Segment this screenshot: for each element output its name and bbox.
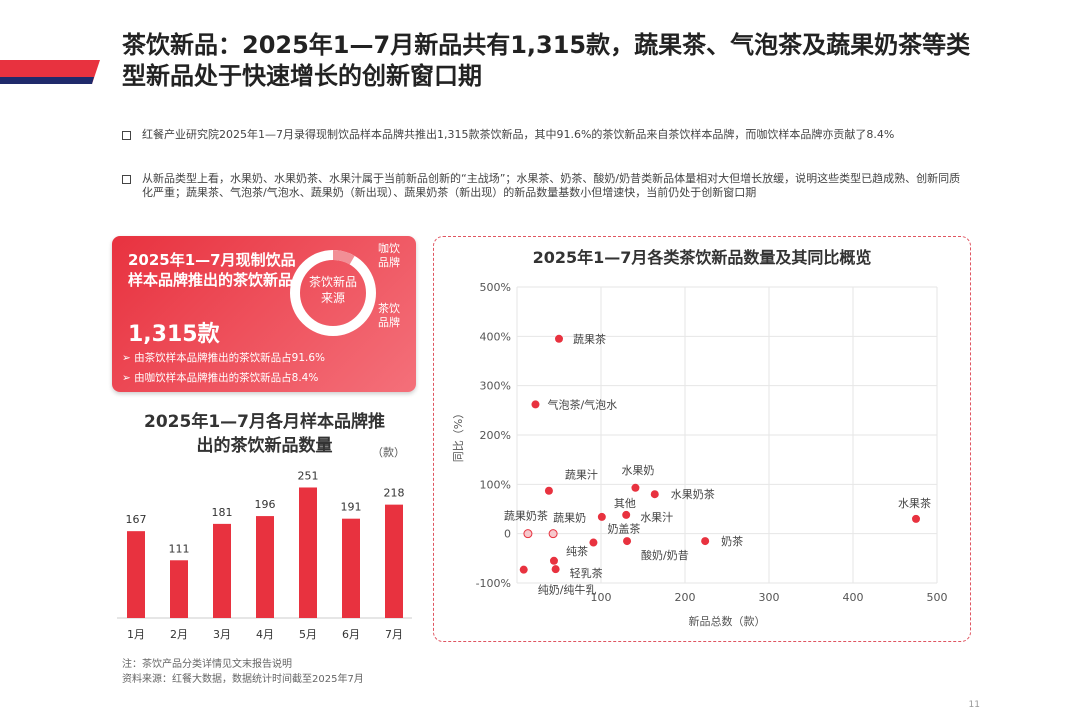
y-tick-label: 200% [480, 429, 511, 442]
bar-chart-title: 2025年1—7月各月样本品牌推出的茶饮新品数量 [144, 412, 385, 456]
scatter-point [551, 565, 560, 574]
y-tick-label: 400% [480, 330, 511, 343]
x-tick-label: 300 [759, 591, 780, 604]
card-item-text: 由茶饮样本品牌推出的茶饮新品占91.6% [134, 352, 325, 364]
bar [299, 487, 317, 618]
card-total: 1,315款 [128, 322, 220, 347]
point-label: 蔬果奶 [553, 511, 586, 525]
page-number: 11 [968, 700, 980, 710]
bar [342, 518, 360, 618]
bar-value-label: 251 [298, 469, 319, 482]
y-tick-label: -100% [476, 577, 511, 590]
scatter-point [631, 483, 640, 492]
card-item-text: 由咖饮样本品牌推出的茶饮新品占8.4% [134, 372, 319, 384]
bullet-2: 从新品类型上看，水果奶、水果奶茶、水果汁属于当前新品创新的“主战场”；水果茶、奶… [122, 172, 962, 200]
point-label: 奶盖茶 [607, 522, 640, 536]
bar-value-label: 181 [212, 506, 233, 519]
point-label: 纯茶 [566, 545, 588, 558]
bar-value-label: 196 [255, 498, 276, 511]
x-tick-label: 400 [843, 591, 864, 604]
point-label: 纯奶/纯牛乳 [538, 583, 597, 597]
point-label: 水果奶茶 [671, 487, 715, 501]
scatter-point [597, 512, 606, 521]
header-band [0, 60, 100, 84]
summary-card: 2025年1—7月现制饮品样本品牌推出的茶饮新品 1,315款 茶饮新品来源 咖… [112, 236, 416, 392]
bullet-text: 从新品类型上看，水果奶、水果奶茶、水果汁属于当前新品创新的“主战场”；水果茶、奶… [142, 172, 961, 199]
scatter-point [519, 565, 528, 574]
bar-category-label: 1月 [127, 628, 145, 641]
point-label: 水果茶 [898, 497, 931, 510]
scatter-point [650, 490, 659, 499]
bar [170, 560, 188, 618]
scatter-point [523, 529, 533, 539]
source: 资料来源：红餐大数据，数据统计时间截至2025年7月 [122, 674, 364, 685]
point-label: 蔬果茶 [573, 333, 606, 346]
source-donut [290, 250, 376, 336]
y-tick-label: 500% [480, 281, 511, 294]
bar-category-label: 5月 [299, 628, 317, 641]
card-item-2: ➢ 由咖饮样本品牌推出的茶饮新品占8.4% [122, 372, 319, 384]
bar-category-label: 3月 [213, 628, 231, 641]
scatter-point [589, 538, 598, 547]
y-axis-label: 同比（%） [452, 408, 465, 462]
donut-label-coffee: 咖饮品牌 [378, 242, 400, 269]
bar [256, 516, 274, 618]
x-axis-label: 新品总数（款） [689, 614, 766, 628]
bar [127, 531, 145, 618]
point-label: 蔬果汁 [565, 469, 598, 482]
scatter-point [555, 334, 563, 343]
bar [213, 523, 231, 618]
bar-category-label: 7月 [385, 628, 403, 641]
scatter-title: 2025年1—7月各类茶饮新品数量及其同比概览 [532, 248, 872, 267]
y-tick-label: 0 [504, 528, 511, 541]
scatter-point [623, 537, 632, 546]
page-title: 茶饮新品：2025年1—7月新品共有1,315款，蔬果茶、气泡茶及蔬果奶茶等类型… [122, 31, 971, 90]
scatter-point [531, 400, 540, 409]
bar-unit: （款） [372, 446, 405, 459]
note: 注：茶饮产品分类详情见文末报告说明 [122, 659, 292, 670]
x-tick-label: 200 [675, 591, 696, 604]
scatter-frame [433, 236, 971, 642]
bar [385, 504, 403, 618]
bar-value-label: 218 [384, 487, 405, 500]
donut-label-tea: 茶饮品牌 [378, 302, 400, 329]
card-item-1: ➢ 由茶饮样本品牌推出的茶饮新品占91.6% [122, 352, 325, 364]
point-label: 水果汁 [640, 511, 673, 524]
scatter-point [548, 529, 558, 539]
point-label: 酸奶/奶昔 [641, 548, 689, 562]
scatter-chart: -100% 0 100% 200% 300% 400% 500% 100 200 300 400 50… [452, 281, 948, 628]
y-tick-label: 300% [480, 380, 511, 393]
bullet-text: 红餐产业研究院2025年1—7月录得现制饮品样本品牌共推出1,315款茶饮新品，… [142, 128, 895, 141]
point-label: 其他 [614, 497, 636, 510]
x-tick-label: 500 [927, 591, 948, 604]
scatter-point [701, 537, 710, 546]
bar-category-label: 2月 [170, 628, 188, 641]
scatter-point [549, 556, 558, 565]
bar-value-label: 111 [169, 542, 190, 555]
point-label: 奶茶 [721, 534, 743, 548]
point-label: 轻乳茶 [570, 566, 603, 580]
donut-center-label: 茶饮新品来源 [308, 275, 357, 305]
card-heading: 2025年1—7月现制饮品样本品牌推出的茶饮新品 [128, 251, 296, 289]
scatter-point [622, 510, 631, 519]
bar-value-label: 191 [341, 501, 362, 514]
y-tick-label: 100% [480, 478, 511, 491]
point-label: 水果奶 [621, 463, 654, 477]
point-label: 蔬果奶茶 [504, 509, 548, 523]
point-label: 气泡茶/气泡水 [547, 397, 617, 411]
scatter-point [912, 514, 920, 523]
x-tick-label: 100 [591, 591, 612, 604]
bar-category-label: 6月 [342, 628, 360, 641]
bar-value-label: 167 [126, 513, 147, 526]
scatter-point [544, 486, 553, 495]
bar-category-label: 4月 [256, 628, 274, 641]
bar-chart: 167 1月 111 2月 181 3月 196 4月 251 5月 191 6月 218 7月 [117, 469, 412, 641]
bullet-1: 红餐产业研究院2025年1—7月录得现制饮品样本品牌共推出1,315款茶饮新品，… [122, 128, 962, 142]
